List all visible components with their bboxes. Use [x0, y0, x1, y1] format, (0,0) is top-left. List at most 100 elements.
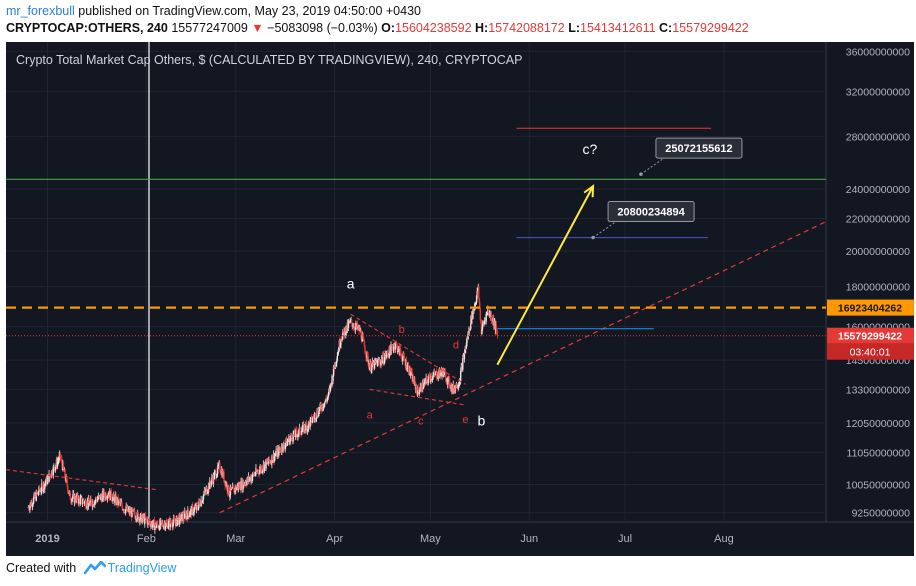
candle-body	[432, 374, 435, 376]
candle-body	[152, 524, 154, 528]
candle-body	[458, 380, 461, 386]
y-tick-label: 32000000000	[846, 86, 910, 98]
candle-body	[229, 487, 232, 495]
projection-arrow[interactable]	[496, 185, 594, 366]
candle-body	[414, 382, 417, 390]
candle-body	[197, 505, 200, 510]
candle-body	[379, 360, 381, 364]
candle-body	[213, 472, 216, 480]
candle-body	[214, 471, 216, 473]
candle-body	[312, 417, 314, 421]
close-value: 15579299422	[672, 21, 749, 35]
candle-body	[252, 472, 254, 474]
price-chart[interactable]: 36000000000 32000000000 28000000000 2400000…	[6, 42, 914, 556]
candle-body	[186, 514, 188, 516]
candle-body	[111, 498, 113, 501]
candle-body	[94, 500, 97, 502]
candle-body	[107, 495, 109, 497]
candle-body	[357, 327, 359, 329]
change-down-icon: ▼	[251, 21, 264, 35]
candle-body	[89, 501, 91, 506]
price-axis[interactable]	[826, 42, 914, 522]
rising-trendline[interactable]	[219, 221, 827, 514]
candle-body	[145, 517, 148, 520]
wave-label-major: b	[478, 413, 486, 429]
candle-body	[367, 355, 369, 365]
candle-body	[216, 473, 218, 477]
y-tick-label: 22000000000	[846, 214, 910, 226]
candle-body	[78, 497, 80, 504]
y-tick-label: 13300000000	[846, 384, 910, 396]
projection-arrow-head	[583, 184, 595, 198]
tradingview-brand[interactable]: TradingView	[107, 561, 177, 575]
callout-box	[607, 201, 695, 223]
candle-body	[136, 511, 139, 520]
candle-body	[56, 461, 59, 467]
triangle-lower-line[interactable]	[369, 388, 466, 406]
candle-body	[351, 323, 353, 328]
candle-body	[229, 494, 231, 497]
ohlc-line: CRYPTOCAP:OTHERS, 240 15577247009 ▼ −508…	[6, 21, 749, 35]
triangle-upper-line[interactable]	[350, 313, 466, 385]
candle-body	[316, 410, 319, 415]
candle-body	[274, 454, 277, 456]
candle-body	[121, 502, 123, 507]
candle-body	[425, 377, 427, 384]
candle-body	[473, 308, 475, 312]
candle-body	[164, 526, 167, 530]
candle-body	[180, 518, 182, 521]
callout-pointer	[592, 221, 617, 238]
candle-body	[386, 351, 388, 354]
candle-body	[177, 520, 179, 525]
candle-body	[218, 463, 220, 467]
candle-body	[427, 379, 429, 384]
candle-body	[361, 335, 363, 342]
author-link[interactable]: mr_forexbull	[6, 4, 75, 18]
candle-body	[173, 517, 175, 520]
candle-body	[141, 517, 143, 523]
candle-body	[300, 431, 303, 435]
chart-area[interactable]: 36000000000 32000000000 28000000000 2400000…	[6, 42, 914, 556]
candle-body	[444, 371, 446, 373]
candle-body	[231, 486, 234, 489]
candle-body	[302, 424, 304, 430]
candle-body	[211, 477, 214, 480]
candle-body	[271, 455, 274, 463]
candle-body	[169, 519, 172, 528]
candle-body	[297, 433, 300, 435]
candle-body	[268, 456, 270, 462]
candle-body	[248, 478, 251, 481]
candle-body	[327, 397, 329, 399]
candle-body	[483, 321, 485, 325]
candle-body	[385, 355, 387, 358]
candle-body	[465, 342, 468, 348]
candle-body	[309, 419, 311, 427]
candle-body	[428, 374, 430, 380]
candle-body	[407, 364, 410, 373]
orange-level-tag: 16923404262	[838, 303, 902, 315]
candle-body	[77, 494, 79, 502]
candle-body	[172, 522, 174, 528]
candle-body	[440, 372, 442, 376]
candle-body	[236, 487, 238, 491]
drawings[interactable]: 25072155612 20800234894	[6, 127, 827, 514]
candle-body	[209, 479, 211, 484]
tradingview-logo-icon	[83, 561, 106, 575]
candle-body	[208, 479, 211, 490]
candle-body	[261, 467, 263, 473]
candle-body	[463, 352, 466, 360]
candle-body	[66, 479, 68, 486]
candle-body	[323, 402, 326, 407]
candle-body	[304, 425, 306, 430]
candle-body	[204, 490, 206, 492]
candle-body	[255, 467, 258, 472]
candle-body	[161, 520, 163, 523]
candle-body	[363, 340, 366, 347]
falling-trendline[interactable]	[6, 469, 157, 491]
time-axis[interactable]	[6, 522, 914, 556]
candle-body	[402, 357, 404, 361]
candle-body	[448, 377, 451, 387]
candle-body	[60, 457, 62, 459]
candle-body	[136, 519, 138, 521]
candle-body	[82, 500, 85, 503]
